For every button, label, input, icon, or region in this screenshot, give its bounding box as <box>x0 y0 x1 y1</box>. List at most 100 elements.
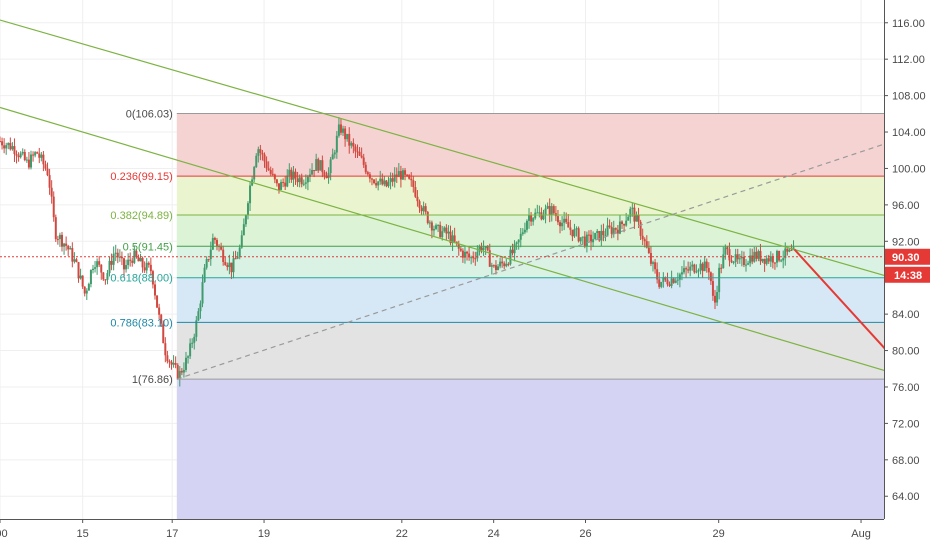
candle-body <box>319 160 322 171</box>
candle-body <box>9 142 12 150</box>
candle-body <box>323 172 326 176</box>
candle-body <box>523 229 526 233</box>
candle-body <box>344 128 347 140</box>
candle <box>556 209 559 226</box>
candle-body <box>687 269 690 271</box>
candle-body <box>286 175 289 187</box>
candle-body <box>34 152 37 156</box>
candle-body <box>69 248 72 250</box>
candle-body <box>676 279 679 281</box>
candle <box>195 316 198 342</box>
candle-body <box>166 355 169 362</box>
candle-body <box>280 182 283 190</box>
candle-body <box>550 206 553 216</box>
candle-body <box>67 245 70 250</box>
candle <box>96 258 99 275</box>
candle-body <box>385 180 388 187</box>
candle <box>757 249 760 262</box>
candle <box>548 198 551 223</box>
candle-body <box>484 246 487 249</box>
candle-body <box>48 175 51 188</box>
candle-body <box>63 243 66 247</box>
candle <box>532 216 535 226</box>
candle-body <box>81 275 84 287</box>
candle-body <box>552 206 555 214</box>
time-tick-label: 29 <box>713 528 725 540</box>
candle-body <box>257 149 260 156</box>
candle-body <box>85 290 88 294</box>
candle <box>720 264 723 274</box>
candle-body <box>253 167 256 180</box>
candle <box>507 262 510 267</box>
candle <box>734 248 737 267</box>
candle <box>385 179 388 188</box>
candle <box>352 138 355 154</box>
candle-body <box>240 235 243 248</box>
candle-body <box>668 284 671 286</box>
candle-body <box>647 247 650 253</box>
candle-body <box>19 153 22 158</box>
candle-body <box>476 251 479 259</box>
candle-body <box>532 218 535 222</box>
candle <box>166 350 169 364</box>
candle-body <box>348 133 351 146</box>
candle <box>317 157 320 173</box>
candle-body <box>399 171 402 180</box>
candle-body <box>290 169 293 180</box>
candle <box>536 204 539 214</box>
candle-body <box>604 235 607 237</box>
candle <box>447 225 450 240</box>
candle <box>27 152 30 170</box>
candle-body <box>122 258 125 270</box>
candle <box>771 253 774 269</box>
candle-body <box>699 263 702 271</box>
candle <box>428 220 431 228</box>
candle <box>730 255 733 264</box>
candle <box>674 278 677 284</box>
candle-body <box>784 248 787 259</box>
candle <box>1 137 4 150</box>
candle-body <box>362 157 365 165</box>
candle-body <box>621 221 624 225</box>
candle-body <box>602 230 605 236</box>
candle-body <box>519 233 522 240</box>
candle-body <box>211 238 214 250</box>
candle <box>540 207 543 221</box>
candlesticks <box>0 117 795 387</box>
candle-body <box>224 262 227 266</box>
candle <box>71 242 74 268</box>
candle <box>311 163 314 176</box>
candle-body <box>244 215 247 225</box>
candle-body <box>445 227 448 234</box>
candle <box>108 256 111 277</box>
candle <box>612 220 615 238</box>
candle <box>525 219 528 233</box>
candle <box>561 216 564 231</box>
candle-body <box>213 238 216 240</box>
candle <box>85 288 88 300</box>
candle-body <box>459 248 462 251</box>
candle-body <box>707 267 710 273</box>
candle-body <box>641 235 644 240</box>
candle-body <box>315 159 318 171</box>
candle <box>46 162 49 177</box>
candle-body <box>751 255 754 262</box>
candle-body <box>246 203 249 216</box>
candle <box>745 258 748 272</box>
candle-body <box>0 141 1 143</box>
candle-body <box>40 154 43 158</box>
candle-body <box>480 246 483 250</box>
candle <box>15 150 18 164</box>
candle <box>426 210 429 225</box>
candle-body <box>528 215 531 221</box>
time-axis[interactable]: :0015171922242629Aug3 <box>0 519 932 550</box>
candle <box>420 205 423 215</box>
candle <box>716 285 719 306</box>
candle <box>685 266 688 278</box>
candle <box>592 231 595 248</box>
candle <box>315 153 318 171</box>
candle <box>616 224 619 241</box>
candle-body <box>652 262 655 264</box>
candle-body <box>364 164 367 173</box>
